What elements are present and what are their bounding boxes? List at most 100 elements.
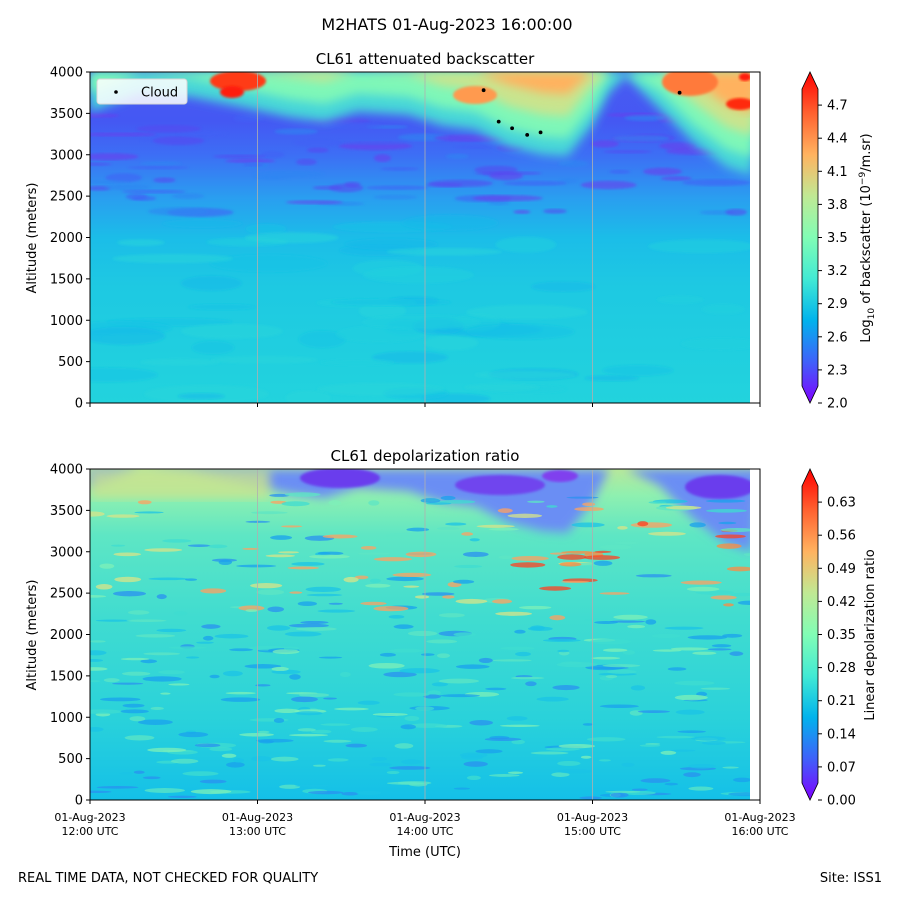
texture-blob: [328, 183, 364, 193]
depol-streak: [256, 589, 285, 595]
depol-streak: [610, 792, 629, 798]
depol-streak: [478, 657, 493, 663]
texture-blob: [401, 214, 499, 231]
depol-streak: [583, 555, 621, 560]
depol-streak: [499, 724, 540, 727]
depol-streak: [120, 709, 149, 714]
figure-suptitle: M2HATS 01-Aug-2023 16:00:00: [321, 15, 572, 34]
texture-blob: [90, 180, 130, 184]
depol-streak: [327, 758, 349, 762]
depol-streak: [266, 625, 291, 631]
depol-streak: [507, 771, 524, 775]
depol-streak: [341, 792, 359, 796]
texture-blob: [136, 124, 202, 133]
depol-streak: [142, 676, 182, 682]
y-tick-label: 4000: [50, 463, 83, 478]
depol-streak: [393, 692, 430, 697]
depol-streak: [558, 743, 596, 749]
depol-streak: [511, 739, 525, 745]
footer-quality-note: REAL TIME DATA, NOT CHECKED FOR QUALITY: [18, 871, 318, 886]
depol-streak: [112, 591, 147, 597]
x-tick-label-time: 13:00 UTC: [229, 825, 286, 838]
colorbar-tick-label: 4.1: [827, 165, 848, 180]
depol-streak: [454, 564, 483, 569]
depol-streak: [182, 771, 219, 776]
backscatter-ylabel: Altitude (meters): [25, 183, 40, 294]
y-tick-label: 3000: [50, 148, 83, 163]
depol-streak: [652, 649, 682, 652]
depol-streak: [214, 633, 249, 639]
depol-streak: [208, 544, 228, 549]
depol-streak: [129, 716, 146, 722]
depol-streak: [322, 534, 358, 539]
depol-streak: [95, 584, 113, 590]
depol-streak: [270, 535, 292, 540]
texture-blob: [316, 382, 445, 396]
colorbar-tick-label: 0.21: [827, 694, 856, 709]
depol-streak: [218, 559, 233, 566]
y-tick-label: 2500: [50, 587, 83, 602]
texture-blob: [660, 176, 692, 181]
depol-streak: [406, 527, 430, 532]
colorbar-tick-label: 2.0: [827, 397, 848, 412]
texture-blob: [117, 239, 165, 247]
texture-blob: [584, 375, 640, 382]
depol-streak: [674, 694, 708, 701]
depol-streak: [519, 605, 552, 610]
texture-blob: [682, 179, 750, 187]
depol-streak: [196, 641, 214, 644]
depol-streak: [369, 578, 381, 583]
depol-streak: [455, 598, 488, 604]
low-depol-core: [300, 469, 380, 488]
depol-streak: [90, 790, 112, 794]
depol-streak: [651, 633, 681, 639]
texture-blob: [363, 266, 474, 284]
depol-streak: [305, 586, 342, 592]
depol-streak: [238, 605, 265, 611]
texture-blob: [648, 239, 750, 254]
depol-streak: [148, 577, 188, 581]
depol-streak: [664, 626, 704, 630]
depol-streak: [421, 653, 435, 656]
depol-streak: [637, 710, 671, 714]
depol-streak: [631, 788, 648, 791]
texture-blob: [210, 356, 318, 364]
depol-streak: [278, 551, 299, 554]
depol-streak: [615, 541, 639, 545]
depol-streak: [126, 619, 167, 622]
high-depol-corner: [90, 469, 270, 499]
depol-streak: [323, 739, 352, 743]
depol-streak: [388, 615, 405, 619]
texture-blob: [466, 324, 575, 340]
depol-streak: [462, 551, 489, 557]
depol-streak: [667, 667, 687, 671]
depol-streak: [718, 521, 737, 525]
depol-streak: [114, 576, 142, 583]
low-depol-core: [455, 475, 545, 495]
depol-streak: [289, 733, 329, 737]
depol-streak: [143, 652, 181, 656]
depol-streak: [313, 764, 326, 767]
depol-streak: [284, 631, 322, 637]
depol-streak: [281, 525, 303, 528]
texture-blob: [171, 193, 205, 200]
cloud-base-point: [677, 90, 682, 95]
colorbar-tick-label: 0.14: [827, 727, 856, 742]
depol-streak: [527, 500, 545, 503]
depol-streak: [360, 601, 387, 606]
texture-blob: [90, 162, 112, 166]
depol-streak: [442, 595, 455, 599]
depol-streak: [392, 572, 432, 578]
depol-streak: [372, 712, 408, 716]
depol-streak: [298, 693, 330, 698]
depol-streak: [546, 505, 558, 508]
backscatter-title: CL61 attenuated backscatter: [316, 50, 535, 68]
depol-streak: [389, 648, 424, 653]
depol-streak: [279, 784, 301, 789]
depol-streak: [492, 659, 532, 662]
depol-streak: [670, 749, 696, 752]
backscatter-x-ticks: [89, 403, 761, 407]
depol-streak: [357, 700, 380, 705]
depol-streak: [386, 576, 424, 582]
